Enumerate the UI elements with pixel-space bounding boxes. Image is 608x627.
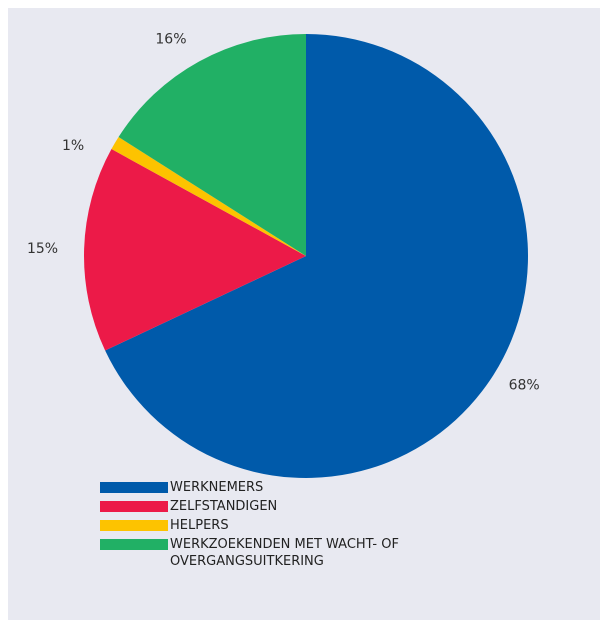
legend-item-zelfstandigen: ZELFSTANDIGEN	[100, 498, 410, 515]
pie-slice-werknemers	[105, 34, 529, 478]
legend: WERKNEMERS ZELFSTANDIGEN HELPERS WERKZOE…	[100, 479, 410, 572]
slice-value-label: 68%	[509, 378, 540, 394]
legend-swatch	[100, 539, 168, 550]
legend-item-werknemers: WERKNEMERS	[100, 479, 410, 496]
legend-item-helpers: HELPERS	[100, 517, 410, 534]
pie-slice-werkzoekenden	[118, 34, 306, 256]
slice-value-label: 15%	[27, 241, 58, 257]
legend-swatch	[100, 501, 168, 512]
legend-swatch	[100, 520, 168, 531]
pie-slice-helpers	[111, 137, 307, 256]
legend-label: WERKZOEKENDEN MET WACHT- OF OVERGANGSUIT…	[170, 537, 399, 569]
slice-value-label: 16%	[155, 32, 186, 48]
legend-label: WERKNEMERS	[170, 480, 264, 495]
legend-swatch	[100, 482, 168, 493]
legend-item-werkzoekenden: WERKZOEKENDEN MET WACHT- OF OVERGANGSUIT…	[100, 536, 410, 570]
legend-label: ZELFSTANDIGEN	[170, 499, 278, 514]
legend-label: HELPERS	[170, 518, 229, 533]
pie-slice-zelfstandigen	[84, 149, 307, 351]
slice-value-label: 1%	[62, 138, 84, 154]
